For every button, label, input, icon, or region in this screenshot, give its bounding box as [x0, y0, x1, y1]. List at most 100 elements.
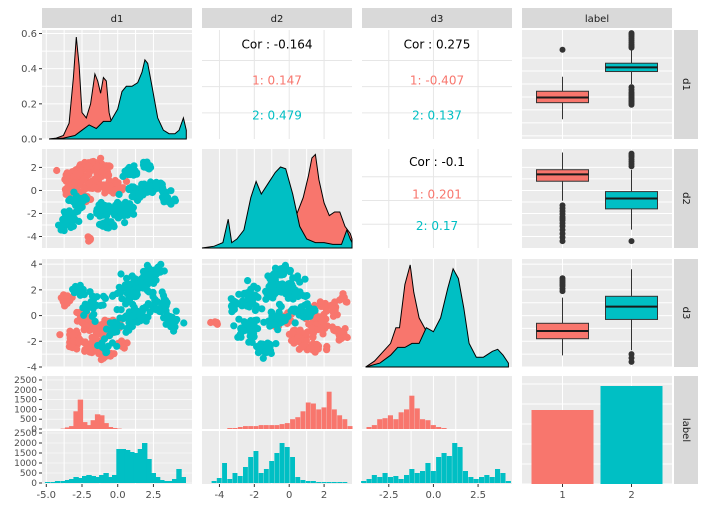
- hist-bar-d2-group-1: [253, 426, 259, 429]
- scatter-point-group-2: [301, 275, 309, 283]
- hist-bar-d2-group-2: [279, 443, 285, 483]
- scatter-points-d2_d3: [207, 261, 351, 362]
- scatter-point-group-2: [262, 287, 270, 295]
- scatter-point-group-1: [336, 328, 344, 336]
- scatter-point-group-2: [255, 344, 263, 352]
- hist-bar-d1-group-2: [150, 473, 156, 483]
- boxplot-outlier-d1-2: [628, 100, 635, 107]
- scatter-point-group-2: [277, 303, 285, 311]
- scatter-point-group-2: [267, 280, 275, 288]
- x-tick-label-d3: -2.5: [379, 490, 399, 501]
- scatter-point-group-2: [271, 264, 280, 272]
- scatter-point-group-2: [241, 320, 249, 328]
- boxplot-outlier-d1-1: [559, 46, 566, 53]
- hist-bar-d1-group-2: [86, 475, 92, 483]
- hist-bar-d2-group-1: [263, 425, 269, 429]
- hist-bar-d1-group-2: [180, 477, 186, 483]
- strip-right-d3: [674, 259, 698, 367]
- x-tick-label-d2: -2: [249, 490, 259, 501]
- scatter-point-group-2: [123, 326, 131, 334]
- density-d3-group-2: [365, 267, 509, 368]
- hist-bar-d2-group-2: [263, 469, 269, 483]
- hist-bar-d1-group-2: [69, 479, 75, 483]
- corr-panel-d1_d2: [202, 30, 352, 139]
- boxplot-outlier-d1-2: [628, 39, 635, 46]
- scatter-point-group-2: [59, 215, 67, 223]
- density-d1-group-2: [49, 58, 187, 140]
- scatter-point-group-2: [90, 310, 98, 318]
- scatter-point-group-2: [266, 275, 274, 283]
- strip-top-d2: [202, 8, 352, 28]
- scatter-point-group-1: [319, 330, 327, 338]
- scatter-point-group-1: [98, 320, 107, 328]
- scatter-point-group-2: [124, 204, 132, 212]
- scatter-point-group-1: [86, 347, 94, 356]
- y-tick-label-d2: 0: [31, 186, 37, 197]
- scatter-point-group-1: [120, 344, 128, 352]
- scatter-point-group-2: [80, 311, 88, 319]
- scatter-point-group-2: [75, 217, 83, 225]
- hist-bar-d1-group-1: [103, 423, 109, 429]
- scatter-point-group-2: [116, 314, 124, 322]
- y-tick-label-count: 1000: [14, 405, 37, 415]
- hist-bar-d2-group-2: [326, 482, 332, 483]
- hist-bar-d3-group-2: [473, 479, 479, 483]
- scatter-point-group-2: [106, 326, 114, 334]
- y-tick-label-d2: -2: [27, 209, 37, 220]
- hist-bar-d2-group-1: [321, 407, 327, 429]
- hist-bar-d2-group-1: [311, 403, 316, 429]
- hist-bar-d1-group-2: [129, 452, 135, 483]
- x-tick-label-d1: -5.0: [37, 490, 57, 501]
- scatter-point-group-2: [106, 332, 114, 340]
- x-tick-label-d2: 0: [286, 490, 292, 501]
- hist-bar-d2-group-1: [342, 419, 348, 429]
- hist-bar-d3-group-1: [414, 408, 420, 429]
- hist-bar-d2-group-1: [269, 425, 275, 429]
- corr-overall-d1_d2: Cor : -0.164: [241, 38, 312, 52]
- x-tick-label-d2: -4: [214, 490, 224, 501]
- hist-bar-d1-group-2: [172, 479, 178, 483]
- hist-bar-d1-group-1: [77, 399, 84, 429]
- boxplot-outlier-d2-1: [559, 205, 566, 212]
- hist-bar-d3-group-2: [468, 477, 474, 483]
- scatter-point-group-2: [60, 227, 68, 235]
- hist-bar-d1-group-2: [142, 443, 148, 483]
- boxplot-outlier-d2-1: [559, 215, 566, 222]
- scatter-point-group-2: [127, 167, 135, 175]
- hist-bar-d3-group-1: [387, 415, 393, 429]
- hist-bar-d1-group-2: [54, 481, 61, 483]
- hist-bar-d2-group-2: [321, 482, 327, 483]
- hist-bar-d3-group-2: [479, 477, 485, 483]
- hist-bar-d1-group-2: [137, 449, 144, 483]
- hist-bar-d3-group-1: [371, 425, 377, 429]
- scatter-point-group-2: [272, 340, 280, 348]
- hist-bar-d3-group-1: [398, 412, 404, 429]
- scatter-point-group-2: [180, 319, 188, 327]
- corr-group2-d1_d2: 2: 0.479: [252, 108, 302, 122]
- hist-bar-d2-group-1: [331, 409, 337, 429]
- scatter-point-group-2: [141, 304, 149, 313]
- scatter-point-group-2: [171, 195, 179, 203]
- scatter-point-group-2: [279, 270, 287, 279]
- hist-bar-d2-group-2: [311, 481, 316, 483]
- scatter-points-d1_d2: [53, 154, 179, 245]
- scatter-point-group-1: [56, 331, 64, 339]
- hist-bar-d2-group-1: [337, 415, 343, 429]
- hist-bar-d3-group-2: [409, 469, 415, 483]
- strip-label-d1: d1: [111, 14, 124, 25]
- corr-group1-d1_d3: 1: -0.407: [410, 74, 464, 88]
- scatter-point-group-2: [279, 313, 287, 321]
- y-tick-label-d3: -2: [27, 337, 37, 348]
- scatter-point-group-2: [291, 319, 299, 327]
- hist-bar-d1-group-2: [163, 481, 169, 483]
- corr-group2-d1_d3: 2: 0.137: [412, 108, 462, 122]
- boxplot-outlier-d2-1: [559, 220, 566, 227]
- scatter-point-group-2: [145, 264, 153, 272]
- scatter-point-group-1: [85, 171, 93, 179]
- scatter-point-group-2: [118, 295, 126, 303]
- hist-bar-d2-group-1: [279, 424, 285, 429]
- hist-bar-d2-group-1: [290, 419, 295, 429]
- x-tick-label-d2: 2: [321, 490, 327, 501]
- hist-bar-d2-group-1: [243, 426, 248, 429]
- scatter-point-group-2: [129, 312, 138, 320]
